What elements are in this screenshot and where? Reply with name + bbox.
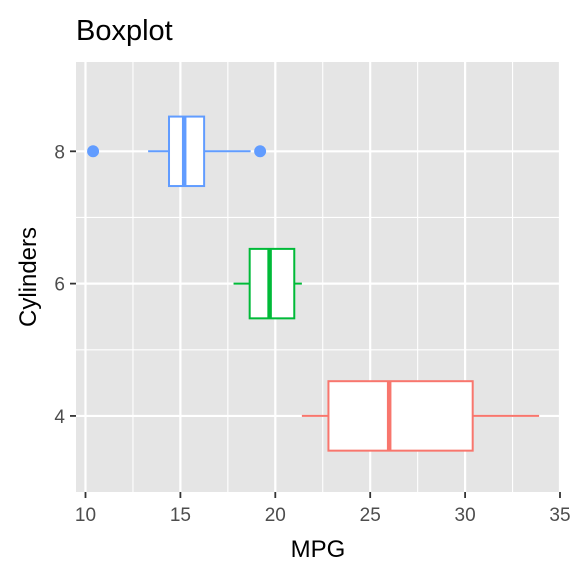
y-tick-label: 6 xyxy=(54,275,65,296)
box-iqr xyxy=(327,380,474,452)
chart-title: Boxplot xyxy=(76,15,173,47)
box-cyl-8 xyxy=(87,115,267,188)
y-tick-label: 4 xyxy=(54,407,65,428)
box-iqr xyxy=(168,115,206,188)
y-axis-title: Cylinders xyxy=(15,227,42,327)
outlier-point xyxy=(254,145,267,158)
x-tick-label: 30 xyxy=(455,505,476,526)
x-tick-label: 35 xyxy=(549,505,570,526)
x-tick-label: 20 xyxy=(265,505,286,526)
y-tick-label: 8 xyxy=(54,142,65,163)
box-cyl-6 xyxy=(233,247,302,320)
x-axis: 10 15 20 25 30 35 xyxy=(75,492,571,526)
box-iqr xyxy=(248,247,296,320)
x-tick-label: 10 xyxy=(75,505,96,526)
x-axis-title: MPG xyxy=(291,536,346,563)
outlier-point xyxy=(87,145,100,158)
box-series xyxy=(87,115,540,452)
x-tick-label: 25 xyxy=(360,505,381,526)
x-tick-label: 15 xyxy=(170,505,191,526)
box-cyl-4 xyxy=(301,380,540,452)
y-axis: 4 6 8 xyxy=(54,142,76,428)
plot-panel xyxy=(76,62,560,492)
